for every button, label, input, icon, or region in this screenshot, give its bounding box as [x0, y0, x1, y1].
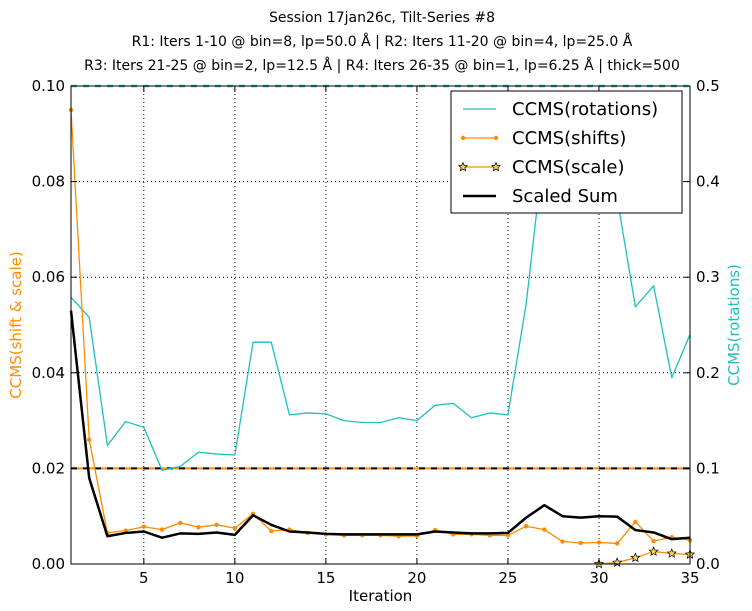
- x-tick-label: 30: [589, 569, 608, 587]
- data-point: [141, 524, 147, 529]
- y-tick-label-right: 0.2: [696, 364, 720, 382]
- data-point: [269, 528, 274, 534]
- y-tick-label-right: 0.4: [696, 173, 720, 191]
- data-point: [630, 552, 641, 563]
- data-point: [214, 522, 219, 528]
- y-tick-label-left: 0.02: [32, 459, 65, 477]
- data-point: [666, 548, 677, 558]
- y-tick-label-left: 0.00: [32, 555, 65, 573]
- legend-box: [450, 90, 683, 214]
- y-tick-label-left: 0.06: [32, 268, 65, 286]
- x-tick-label: 5: [139, 569, 149, 587]
- data-point: [651, 538, 656, 544]
- data-point: [505, 533, 511, 538]
- data-point: [542, 527, 547, 532]
- plot-frame: [70, 85, 691, 565]
- y-tick-label-left: 0.10: [32, 77, 65, 95]
- x-tick-label: 20: [407, 569, 426, 587]
- data-point: [232, 525, 238, 531]
- legend-label: CCMS(rotations): [512, 99, 658, 120]
- legend-marker: [460, 135, 466, 141]
- x-tick-label: 25: [498, 569, 517, 587]
- x-tick-label: 15: [316, 569, 335, 587]
- data-point: [178, 520, 183, 526]
- data-point: [159, 527, 165, 532]
- data-point: [578, 540, 583, 546]
- legend-label: CCMS(shifts): [512, 128, 626, 149]
- legend-marker: [490, 161, 502, 172]
- x-tick-label: 35: [680, 569, 699, 587]
- series-line: [598, 550, 691, 565]
- title-line-3: R3: Iters 21-25 @ bin=2, lp=12.5 Å | R4:…: [84, 57, 680, 74]
- x-tick-label: 10: [225, 569, 244, 587]
- legend-label: Scaled Sum: [512, 186, 618, 207]
- title-line-1: Session 17jan26c, Tilt-Series #8: [269, 10, 495, 26]
- data-point: [523, 524, 529, 529]
- legend-marker: [493, 135, 499, 141]
- y-tick-label-right: 0.3: [696, 268, 720, 286]
- x-axis-label: Iteration: [349, 587, 413, 605]
- series-2: [593, 546, 696, 569]
- data-point: [87, 437, 92, 442]
- legend-marker: [457, 161, 469, 172]
- data-point: [196, 524, 201, 530]
- legend: CCMS(rotations) CCMS(shifts) CCMS(scale) Sc…: [450, 90, 683, 214]
- data-point: [612, 557, 623, 567]
- y-tick-label-right: 0.0: [696, 555, 720, 573]
- data-point: [596, 540, 602, 545]
- title-line-2: R1: Iters 1-10 @ bin=8, lp=50.0 Å | R2: …: [132, 33, 633, 50]
- series-line: [69, 310, 691, 541]
- y-axis-label-left: CCMS(shift & scale): [7, 251, 25, 398]
- y-tick-label-right: 0.1: [696, 459, 720, 477]
- data-point: [648, 546, 659, 556]
- chart-title: Session 17jan26c, Tilt-Series #8 R1: Ite…: [84, 10, 680, 74]
- data-point: [560, 539, 565, 544]
- data-point: [614, 541, 620, 546]
- y-tick-label-left: 0.08: [32, 173, 65, 191]
- ticks: 5 10 15 20 25 30 35 0.00 0.02 0.04 0.06 0.08 0.10 0.0…: [32, 77, 720, 587]
- y-tick-label-right: 0.5: [696, 77, 720, 95]
- data-point: [633, 519, 638, 525]
- legend-label: CCMS(scale): [512, 157, 625, 178]
- y-tick-label-left: 0.04: [32, 364, 65, 382]
- y-axis-label-right: CCMS(rotations): [725, 264, 743, 386]
- series-3: [69, 310, 691, 541]
